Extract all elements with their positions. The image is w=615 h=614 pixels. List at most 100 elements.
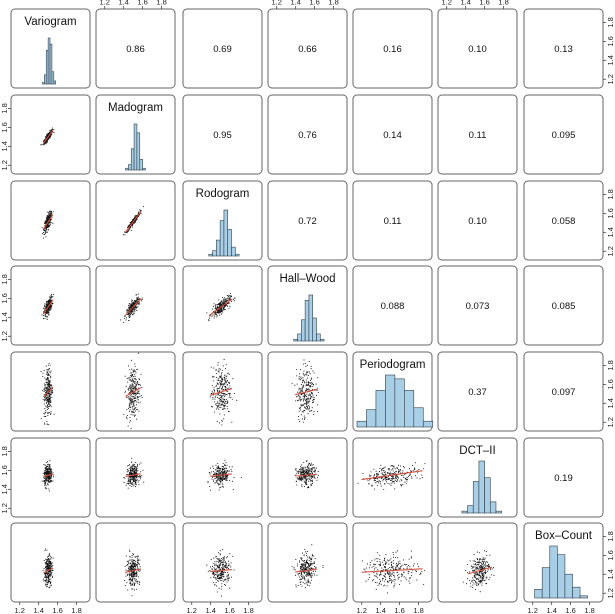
scatter-point: [387, 483, 389, 485]
correlation-value-r3-c5: 0.073: [466, 301, 490, 312]
scatter-point: [215, 564, 217, 566]
scatter-point: [377, 472, 379, 474]
scatter-point: [47, 226, 49, 228]
scatter-point: [49, 380, 51, 382]
scatter-point: [216, 387, 218, 389]
scatter-point: [215, 369, 217, 371]
scatter-point: [47, 229, 49, 231]
scatter-point: [128, 561, 130, 563]
scatter-point: [133, 415, 135, 417]
scatter-point: [128, 574, 130, 576]
scatter-point: [298, 389, 300, 391]
scatter-point: [47, 400, 49, 402]
panel-r3-c3: Hall–Wood: [279, 273, 336, 342]
scatter-point: [209, 317, 211, 319]
scatter-point: [137, 570, 139, 572]
scatter-point: [132, 369, 134, 371]
scatter-point: [299, 466, 302, 468]
scatter-point: [380, 485, 382, 487]
scatter-point: [133, 582, 135, 584]
scatter-point: [223, 307, 225, 309]
scatter-point: [44, 573, 46, 575]
scatter-point: [222, 408, 224, 410]
scatter-point: [222, 573, 224, 575]
scatter-point: [43, 383, 46, 385]
scatter-point: [211, 406, 213, 408]
hist-bar-rodogram-4: [223, 209, 229, 257]
scatter-point: [213, 574, 215, 577]
scatter-point: [49, 573, 51, 575]
scatter-point: [387, 477, 390, 479]
scatter-point: [214, 306, 216, 308]
scatter-point: [128, 387, 130, 389]
scatter-point: [130, 399, 132, 401]
scatter-point: [300, 389, 302, 391]
scatter-point: [219, 576, 221, 578]
scatter-point: [126, 409, 128, 411]
scatter-point: [216, 565, 219, 567]
hist-bar-hall-wood-1: [297, 333, 302, 342]
scatter-point: [218, 561, 220, 563]
scatter-point: [221, 465, 223, 468]
scatter-point: [224, 381, 226, 383]
panel-r2-c2: Rodogram: [196, 188, 249, 257]
scatter-point: [49, 308, 52, 310]
hist-bar-hall-wood-6: [316, 333, 321, 342]
scatter-point: [225, 478, 227, 480]
scatter-point: [211, 476, 213, 478]
scatter-point: [212, 467, 214, 469]
scatter-point: [213, 317, 215, 319]
scatter-point: [211, 316, 213, 318]
scatter-point: [222, 300, 224, 302]
scatter-point: [132, 478, 134, 480]
scatter-point: [49, 567, 51, 569]
scatter-point: [42, 233, 44, 235]
scatter-point: [49, 309, 51, 311]
scatter-point: [217, 312, 219, 314]
panel-r2-c5: 0.10: [468, 216, 487, 227]
scatter-point: [44, 464, 46, 466]
scatter-point: [219, 483, 221, 485]
panel-frame-r2-c5: [437, 180, 518, 261]
scatter-point: [300, 478, 302, 480]
scatter-point: [370, 474, 372, 477]
scatter-point: [45, 143, 47, 145]
scatter-point: [49, 561, 51, 563]
scatter-point: [141, 298, 143, 300]
scatter-point: [46, 399, 48, 401]
scatter-point: [217, 383, 220, 385]
scatter-point: [226, 578, 229, 580]
scatter-point: [227, 372, 229, 374]
scatter-point: [125, 569, 127, 571]
scatter-point: [45, 228, 47, 230]
scatter-point: [307, 486, 310, 488]
scatter-point: [45, 303, 47, 305]
scatter-point: [50, 213, 52, 215]
scatter-point: [406, 478, 409, 481]
scatter-point: [219, 302, 221, 305]
scatter-point: [135, 461, 137, 464]
scatter-point: [218, 565, 220, 567]
scatter-point: [376, 474, 378, 476]
scatter-point: [46, 395, 48, 397]
scatter-point: [130, 402, 132, 404]
scatter-point: [310, 464, 312, 466]
scatter-point: [309, 371, 311, 373]
scatter-point: [128, 572, 130, 574]
scatter-point: [310, 477, 312, 479]
scatter-point: [223, 464, 226, 466]
scatter-point: [228, 381, 230, 383]
scatter-point: [216, 305, 218, 307]
scatter-point: [134, 308, 136, 310]
scatter-point: [131, 559, 133, 561]
scatter-point: [49, 413, 52, 415]
scatter-point: [216, 405, 218, 407]
scatter-point: [303, 374, 305, 376]
scatter-point: [226, 294, 228, 297]
scatter-point: [224, 561, 226, 563]
scatter-point: [295, 481, 297, 483]
scatter-point: [218, 484, 220, 486]
scatter-point: [215, 577, 217, 579]
scatter-point: [311, 383, 313, 385]
scatter-point: [133, 568, 135, 570]
